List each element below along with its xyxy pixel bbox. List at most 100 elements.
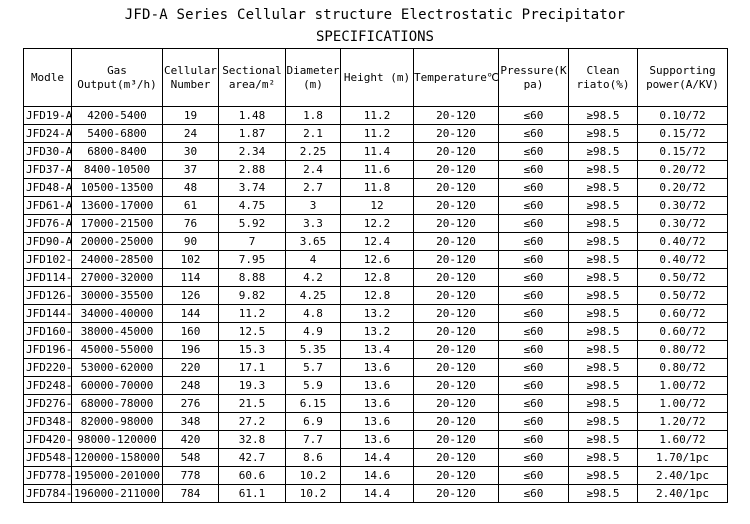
table-cell: 8.6 — [285, 448, 341, 467]
table-cell: 38000-45000 — [71, 322, 163, 341]
table-row: JFD19-A 4200-5400 19 1.48 1.8 11.2 20-120 ≤60 ≥9… — [23, 106, 728, 125]
table-cell: 5.7 — [285, 358, 341, 377]
table-row: JFD102-A24000-285001027.95412.620-120≤60… — [23, 250, 728, 269]
table-cell: 20-120 — [413, 376, 499, 395]
table-cell: ≤60 — [498, 286, 569, 305]
table-cell: 1.00/72 — [637, 394, 728, 413]
table-cell: 20-120 — [413, 232, 499, 251]
table-cell: 20-120 — [413, 124, 499, 143]
table-cell: ≥98.5 — [568, 340, 638, 359]
table-cell: 20-120 — [413, 340, 499, 359]
table-cell: 102 — [162, 250, 219, 269]
table-cell: 13.6 — [340, 394, 414, 413]
table-cell: ≥98.5 — [568, 358, 638, 377]
table-cell: 114 — [162, 268, 219, 287]
table-cell: 20-120 — [413, 286, 499, 305]
table-cell: 20-120 — [413, 214, 499, 233]
table-cell: 34000-40000 — [71, 304, 163, 323]
table-cell: 1.20/72 — [637, 412, 728, 431]
table-cell: ≥98.5 — [568, 304, 638, 323]
table-cell: 5.9 — [285, 376, 341, 395]
table-cell: 12.8 — [340, 286, 414, 305]
table-cell: ≤60 — [498, 430, 569, 449]
table-cell: 30000-35500 — [71, 286, 163, 305]
table-cell: 11.4 — [340, 142, 414, 161]
table-cell: 20000-25000 — [71, 232, 163, 251]
table-cell: 48 — [162, 178, 219, 197]
table-cell: 0.15/72 — [637, 142, 728, 161]
table-cell: 68000-78000 — [71, 394, 163, 413]
table-cell: 2.7 — [285, 178, 341, 197]
table-cell: ≥98.5 — [568, 268, 638, 287]
table-cell: 20-120 — [413, 268, 499, 287]
table-cell: 11.8 — [340, 178, 414, 197]
table-cell: 13.6 — [340, 430, 414, 449]
table-cell: ≤60 — [498, 304, 569, 323]
column-header: Height (m) — [340, 48, 414, 107]
table-cell: ≤60 — [498, 358, 569, 377]
table-cell: ≥98.5 — [568, 124, 638, 143]
table-cell: 2.4 — [285, 160, 341, 179]
table-cell: 20-120 — [413, 358, 499, 377]
table-cell: 0.40/72 — [637, 250, 728, 269]
table-cell: 60.6 — [218, 466, 286, 485]
table-cell: 13.6 — [340, 376, 414, 395]
table-cell: 30 — [162, 142, 219, 161]
table-cell: ≤60 — [498, 124, 569, 143]
table-cell: 11.2 — [218, 304, 286, 323]
table-body: JFD19-A 4200-5400 19 1.48 1.8 11.2 20-120 ≤60 ≥9… — [23, 106, 728, 503]
table-cell: 19.3 — [218, 376, 286, 395]
table-cell: 13600-17000 — [71, 196, 163, 215]
table-cell: 196000-211000 — [71, 484, 163, 503]
table-cell: 195000-201000 — [71, 466, 163, 485]
table-cell: 2.40/1pc — [637, 484, 728, 503]
table-cell: 20-120 — [413, 250, 499, 269]
table-cell: 1.60/72 — [637, 430, 728, 449]
table-cell: ≤60 — [498, 376, 569, 395]
table-cell: 9.82 — [218, 286, 286, 305]
table-cell: 17000-21500 — [71, 214, 163, 233]
table-cell: 784 — [162, 484, 219, 503]
model-cell: JFD248-A — [23, 376, 72, 395]
table-cell: 37 — [162, 160, 219, 179]
table-cell: ≥98.5 — [568, 214, 638, 233]
table-cell: 12.5 — [218, 322, 286, 341]
table-cell: 98000-120000 — [71, 430, 163, 449]
table-cell: 61 — [162, 196, 219, 215]
model-cell: JFD76-A — [23, 214, 72, 233]
table-cell: 15.3 — [218, 340, 286, 359]
table-cell: ≥98.5 — [568, 448, 638, 467]
table-cell: 220 — [162, 358, 219, 377]
table-cell: 126 — [162, 286, 219, 305]
table-cell: 13.2 — [340, 322, 414, 341]
model-cell: JFD48-A — [23, 178, 72, 197]
table-cell: 12.2 — [340, 214, 414, 233]
table-cell: 27000-32000 — [71, 268, 163, 287]
model-cell: JFD114-A — [23, 268, 72, 287]
table-cell: ≤60 — [498, 322, 569, 341]
table-cell: 27.2 — [218, 412, 286, 431]
table-cell: 7 — [218, 232, 286, 251]
model-cell: JFD37-A — [23, 160, 72, 179]
column-header: Temperature℃ — [413, 48, 499, 107]
table-cell: ≥98.5 — [568, 286, 638, 305]
table-cell: ≤60 — [498, 466, 569, 485]
table-cell: 20-120 — [413, 484, 499, 503]
table-cell: 4200-5400 — [71, 106, 163, 125]
table-cell: 24000-28500 — [71, 250, 163, 269]
column-header: Pressure(K pa) — [498, 48, 569, 107]
table-row: JFD160-A38000-4500016012.54.913.220-120≤… — [23, 322, 728, 341]
table-row: JFD114-A27000-320001148.884.212.820-120≤… — [23, 268, 728, 287]
table-cell: ≥98.5 — [568, 430, 638, 449]
table-cell: ≥98.5 — [568, 106, 638, 125]
table-cell: ≥98.5 — [568, 232, 638, 251]
model-cell: JFD30-A — [23, 142, 72, 161]
table-cell: 196 — [162, 340, 219, 359]
table-cell: 0.80/72 — [637, 358, 728, 377]
column-header: Modle — [23, 48, 72, 107]
table-cell: 14.4 — [340, 448, 414, 467]
table-cell: ≥98.5 — [568, 466, 638, 485]
table-cell: 90 — [162, 232, 219, 251]
table-cell: 20-120 — [413, 322, 499, 341]
table-cell: 6.15 — [285, 394, 341, 413]
